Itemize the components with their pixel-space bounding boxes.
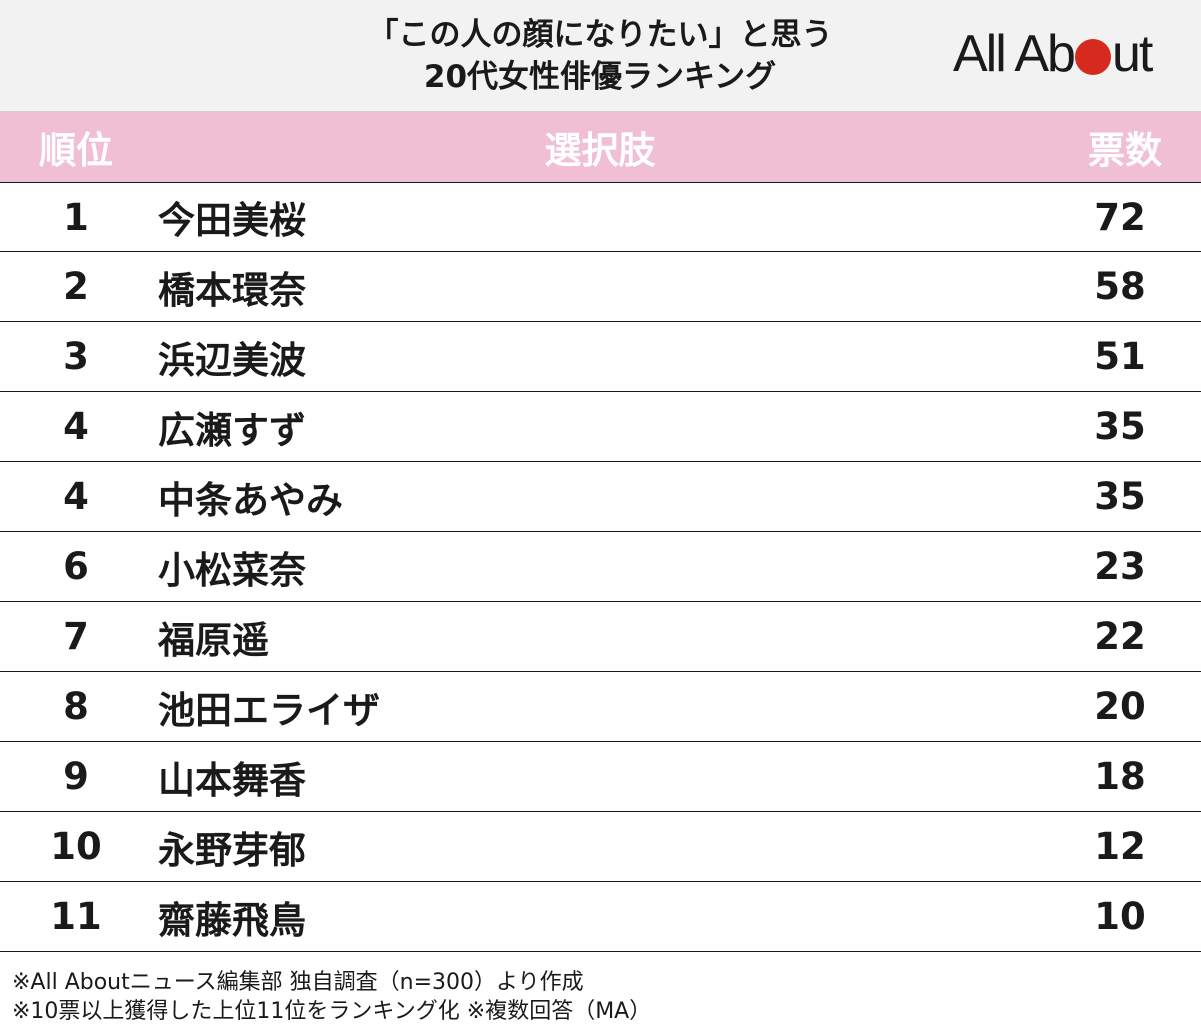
name-cell: 齋藤飛鳥 [158,898,306,942]
rank-cell: 3 [63,335,89,378]
table-row: 7 福原遥 22 [0,602,1201,672]
rank-cell: 2 [63,265,89,308]
votes-cell: 51 [1094,335,1146,378]
chart-title-line2: 20代女性俳優ランキング [423,59,777,95]
name-cell: 中条あやみ [158,478,343,522]
name-cell: 福原遥 [158,618,269,662]
chart-title: 「この人の顔になりたい」と思う 20代女性俳優ランキング [300,14,900,98]
logo-text-part2: ut [1111,25,1153,83]
votes-cell: 10 [1094,895,1146,938]
header-name: 選択肢 [544,129,656,172]
logo-red-dot-icon [1074,39,1111,75]
header-rank: 順位 [39,129,113,172]
table-row: 6 小松菜奈 23 [0,532,1201,602]
header-votes: 票数 [1088,129,1162,172]
votes-cell: 35 [1094,475,1146,518]
name-cell: 池田エライザ [158,688,380,732]
name-cell: 小松菜奈 [158,548,306,592]
ranking-table-body: 1 今田美桜 72 2 橋本環奈 58 3 浜辺美波 51 4 広瀬すず 35 … [0,182,1201,952]
name-cell: 浜辺美波 [158,338,306,382]
logo-text-part1: All Ab [953,25,1076,83]
table-row: 11 齋藤飛鳥 10 [0,882,1201,952]
votes-cell: 58 [1094,265,1146,308]
table-row: 9 山本舞香 18 [0,742,1201,812]
rank-cell: 1 [63,195,89,239]
all-about-logo: All Ab ut [953,24,1153,84]
votes-cell: 72 [1094,195,1146,239]
rank-cell: 10 [50,825,102,868]
votes-cell: 12 [1094,825,1146,868]
table-row: 10 永野芽郁 12 [0,812,1201,882]
table-row: 3 浜辺美波 51 [0,322,1201,392]
rank-cell: 9 [63,755,89,798]
footnote-source: ※All Aboutニュース編集部 独自調査（n=300）より作成 [12,970,584,995]
table-row: 4 広瀬すず 35 [0,392,1201,462]
rank-cell: 7 [63,615,89,658]
footnotes: ※All Aboutニュース編集部 独自調査（n=300）より作成 ※10票以上… [12,968,651,1026]
votes-cell: 20 [1094,685,1146,728]
rank-cell: 8 [63,685,89,728]
table-row: 2 橋本環奈 58 [0,252,1201,322]
header-band: 「この人の顔になりたい」と思う 20代女性俳優ランキング All Ab ut [0,0,1201,112]
votes-cell: 35 [1094,405,1146,448]
name-cell: 橋本環奈 [158,268,306,312]
footnote-method: ※10票以上獲得した上位11位をランキング化 ※複数回答（MA） [12,999,652,1024]
table-row: 1 今田美桜 72 [0,182,1201,252]
votes-cell: 18 [1094,755,1146,798]
votes-cell: 23 [1094,545,1146,588]
chart-title-line1: 「この人の顔になりたい」と思う [367,17,833,53]
rank-cell: 6 [63,545,89,588]
name-cell: 永野芽郁 [158,828,306,872]
rank-cell: 11 [50,895,102,938]
rank-cell: 4 [63,475,89,518]
votes-cell: 22 [1094,615,1146,658]
table-header: 順位 選択肢 票数 [0,112,1201,182]
name-cell: 山本舞香 [158,758,306,802]
name-cell: 広瀬すず [158,408,306,452]
table-row: 8 池田エライザ 20 [0,672,1201,742]
rank-cell: 4 [63,405,89,448]
name-cell: 今田美桜 [158,199,306,242]
table-row: 4 中条あやみ 35 [0,462,1201,532]
